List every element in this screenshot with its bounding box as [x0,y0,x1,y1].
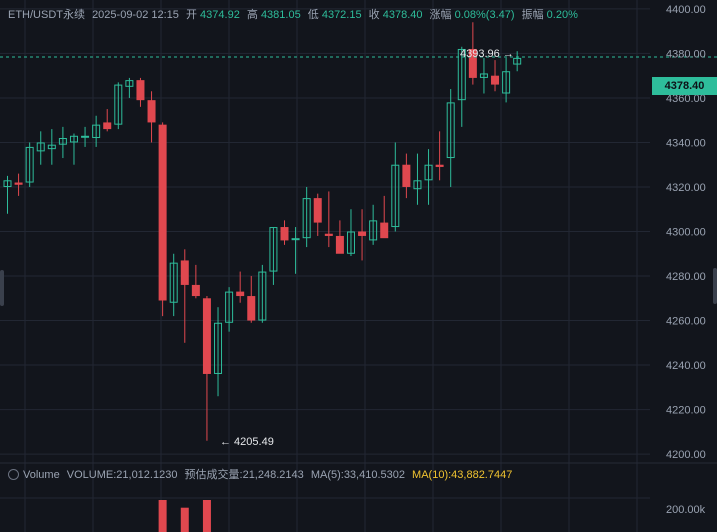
candle-body [502,71,511,94]
candle-body [302,198,311,239]
low-label: 低 [307,9,319,21]
right-drag-handle[interactable] [713,268,717,304]
candle-body [280,227,289,241]
y-tick-label: 4300.00 [666,227,706,239]
candle-body [457,48,466,101]
volume-ma10: MA(10):43,882.7447 [412,469,513,481]
y-tick-label: 4320.00 [666,182,706,194]
volume-legend: Volume VOLUME:21,012.1230 预估成交量:21,248.2… [8,467,516,483]
symbol-label[interactable]: ETH/USDT永续 [8,9,85,21]
volume-value: VOLUME:21,012.1230 [66,469,178,481]
close-value: 4378.40 [382,9,423,21]
y-tick-label: 4260.00 [666,316,706,328]
y-tick-label: 4280.00 [666,271,706,283]
open-label: 开 [185,9,197,21]
volume-bar [202,500,211,532]
min-price-label: ← 4205.49 [220,436,274,448]
candle-body [225,291,234,323]
candle-body [103,122,112,130]
candle-body [92,124,101,139]
y-tick-label: 4400.00 [666,4,706,16]
close-label: 收 [368,9,380,21]
high-value: 4381.05 [260,9,301,21]
current-price-tag: 4378.40 [652,77,717,95]
candle-body [446,102,455,159]
candle-body [191,284,200,297]
candle-body [291,238,300,241]
open-value: 4374.92 [200,9,240,21]
volume-bar [180,507,189,532]
candle-body [236,291,245,297]
candle-body [169,262,178,303]
candle-body [324,233,333,236]
max-price-label: 4393.96 → [460,48,514,60]
candle-body [468,48,477,78]
candle-body [269,227,278,272]
y-tick-label: 4200.00 [666,449,706,461]
candle-body [25,146,34,183]
candle-body [358,231,367,236]
candle-body [158,124,167,301]
candle-body [402,164,411,187]
candle-body [58,138,67,145]
change-value: 0.08%(3.47) [454,9,515,21]
candle-body [147,100,156,123]
ohlc-header: ETH/USDT永续 2025-09-02 12:15 开 4374.92 高 … [8,7,608,24]
candle-body [346,231,355,254]
candle-body [3,180,12,187]
y-tick-label: 4220.00 [666,405,706,417]
volume-estimate: 预估成交量:21,248.2143 [184,469,304,481]
amplitude-label: 振幅 [521,9,544,21]
candle-body [513,57,522,65]
candle-body [424,164,433,181]
y-tick-label: 4360.00 [666,93,706,105]
candle-body [125,80,134,87]
candle-body [14,182,23,185]
datetime-label: 2025-09-02 12:15 [92,9,179,21]
candle-body [202,298,211,374]
candle-body [435,164,444,167]
change-label: 涨幅 [429,9,452,21]
candle-body [479,73,488,78]
candle-body [69,135,78,143]
volume-bars [158,500,211,532]
amplitude-value: 0.20% [546,9,578,21]
candle-body [369,220,378,241]
candle-body [114,84,123,125]
candle-body [491,75,500,85]
candle-body [391,164,400,228]
volume-ma5: MA(5):33,410.5302 [310,469,405,481]
candle-body [413,180,422,190]
grid-lines [0,0,650,532]
candle-body [335,235,344,254]
candle-body [47,144,56,150]
high-label: 高 [246,9,258,21]
price-axis[interactable]: 4400.00 4380.00 4360.00 4340.00 4320.00 4300.… [666,4,706,461]
y-tick-label: 4380.00 [666,48,706,60]
candles [3,22,522,441]
candle-body [247,296,256,321]
candle-body [313,198,322,223]
settings-circle-icon[interactable] [8,469,19,480]
left-drag-handle[interactable] [0,270,4,306]
candle-body [380,222,389,239]
candle-body [214,322,223,374]
y-tick-label: 4240.00 [666,360,706,372]
candle-body [81,135,90,138]
y-tick-label: 4340.00 [666,137,706,149]
candle-body [180,260,189,285]
low-value: 4372.15 [321,9,362,21]
volume-bar [158,500,167,532]
candle-body [36,142,45,152]
candle-body [136,80,145,101]
volume-title: Volume [23,469,60,481]
volume-axis-tick: 200.00k [666,504,706,516]
candle-body [258,271,267,321]
